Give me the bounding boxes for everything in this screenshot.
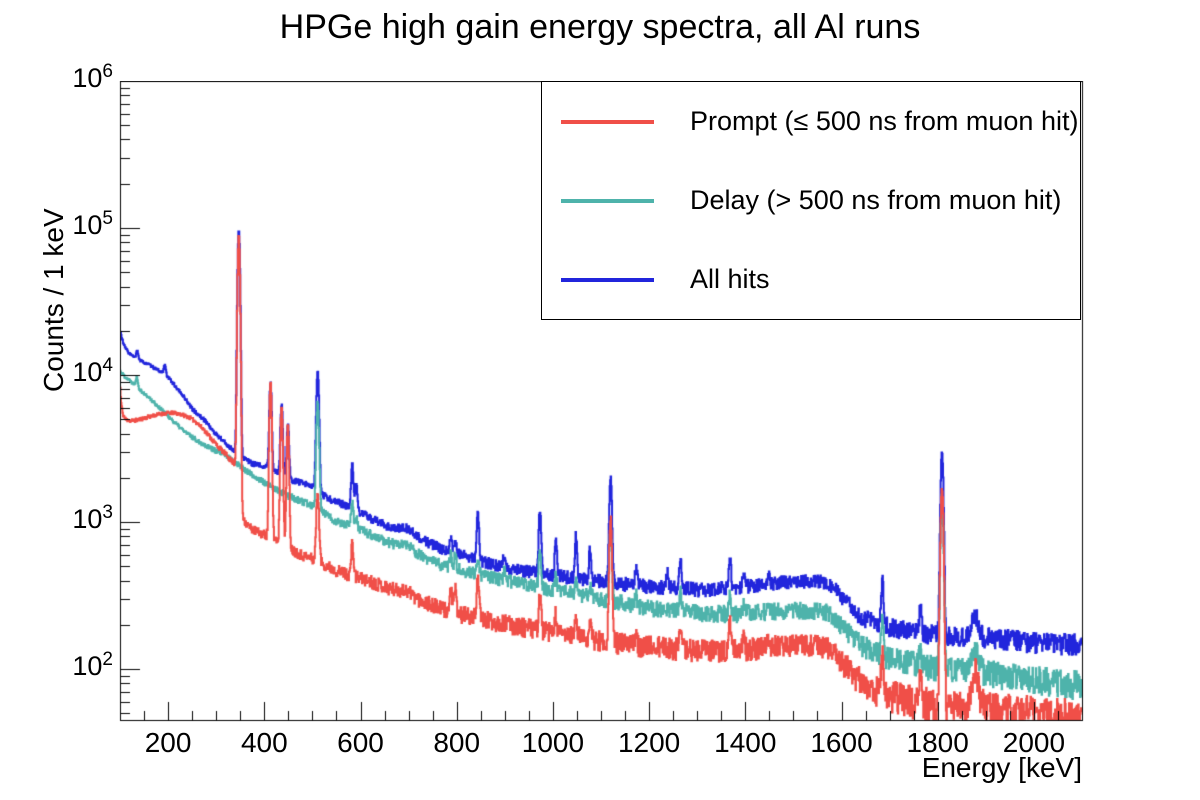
x-tick-label-2000: 2000 [1002,727,1066,758]
x-tick-label-800: 800 [433,727,481,758]
legend-entry-0: Prompt (≤ 500 ns from muon hit) [542,82,1080,161]
x-tick-label-1600: 1600 [810,727,873,758]
y-tick-label-1e6: 106 [72,61,113,93]
legend-line-sample [561,119,654,124]
legend-entry-label: Prompt (≤ 500 ns from muon hit) [690,106,1079,136]
plot-title: HPGe high gain energy spectra, all Al ru… [279,8,921,46]
x-tick-label-1000: 1000 [521,727,585,758]
y-axis-title: Counts / 1 keV [38,208,69,392]
legend-line-sample [561,198,654,203]
x-tick-label-600: 600 [337,727,384,758]
legend-entry-2: All hits [542,240,1080,319]
x-tick-label-1200: 1200 [617,727,681,758]
y-tick-label-1e2: 102 [72,649,113,682]
y-tick-label-1e5: 105 [72,208,113,240]
legend-entry-1: Delay (> 500 ns from muon hit) [542,161,1080,240]
legend-entry-label: Delay (> 500 ns from muon hit) [690,185,1062,215]
legend: Prompt (≤ 500 ns from muon hit) Delay (> … [541,81,1081,320]
legend-entry-label: All hits [690,264,770,294]
x-tick-label-1400: 1400 [714,727,777,758]
x-tick-label-400: 400 [240,727,288,758]
y-tick-label-1e4: 104 [72,355,113,387]
x-tick-label-1800: 1800 [906,727,969,758]
x-axis-title: Energy [keV] [921,752,1082,783]
x-tick-label-200: 200 [144,727,192,758]
y-tick-label-1e3: 103 [72,502,113,534]
legend-line-sample [561,277,654,282]
